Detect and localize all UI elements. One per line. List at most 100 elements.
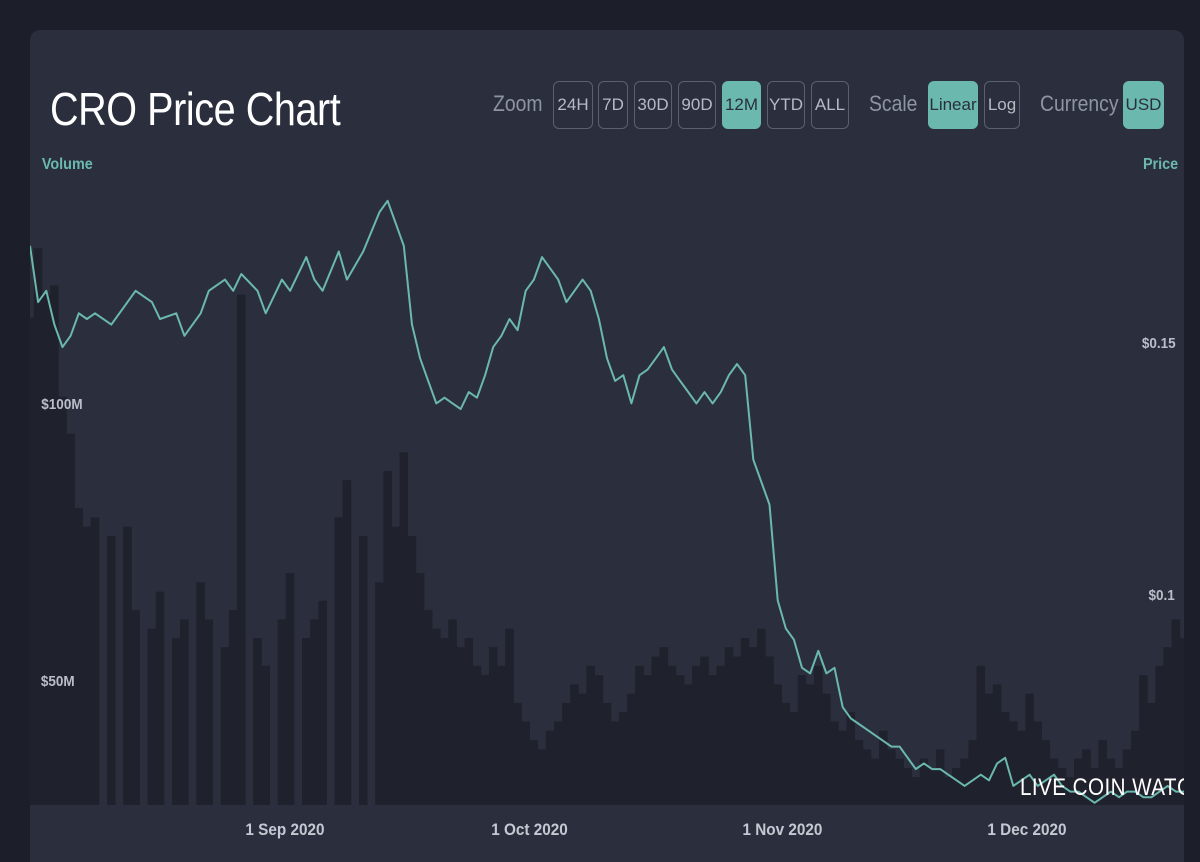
volume-bar xyxy=(497,665,506,805)
zoom-button-12m[interactable]: 12M xyxy=(722,81,761,129)
volume-bar xyxy=(318,600,327,805)
volume-bar xyxy=(41,294,51,805)
volume-bar xyxy=(513,702,522,805)
volume-bar xyxy=(407,535,417,805)
volume-bar xyxy=(415,573,425,805)
volume-bar xyxy=(90,517,100,805)
volume-bar xyxy=(716,665,726,805)
volume-bar xyxy=(204,619,214,805)
volume-bar xyxy=(789,712,799,805)
volume-bar xyxy=(1114,767,1124,805)
volume-bar xyxy=(732,656,742,805)
volume-bar xyxy=(391,526,400,805)
volume-bar xyxy=(432,628,441,805)
zoom-button-24h[interactable]: 24H xyxy=(553,81,593,129)
volume-bar xyxy=(805,684,815,805)
chart-title: CRO Price Chart xyxy=(50,83,341,135)
volume-tick-50m: $50M xyxy=(40,673,75,690)
volume-bar xyxy=(667,665,677,805)
volume-bar xyxy=(952,767,961,805)
price-line xyxy=(30,199,1184,804)
volume-bar xyxy=(1130,730,1140,805)
currency-button-usd[interactable]: USD xyxy=(1123,81,1164,129)
volume-bar xyxy=(578,693,587,805)
volume-bar xyxy=(1025,693,1034,805)
volume-bar xyxy=(261,665,270,805)
volume-bar xyxy=(692,665,701,805)
volume-bar xyxy=(1049,758,1059,805)
volume-bar xyxy=(1009,721,1018,805)
volume-bar xyxy=(383,470,392,805)
volume-bar xyxy=(935,749,945,805)
scale-button-log[interactable]: Log xyxy=(984,81,1020,129)
volume-bar xyxy=(342,480,352,805)
volume-bar xyxy=(984,693,994,805)
volume-bar xyxy=(724,647,734,805)
volume-bar xyxy=(440,638,449,805)
volume-bar xyxy=(480,675,490,805)
volume-bar xyxy=(537,749,547,805)
volume-bar xyxy=(1155,665,1164,805)
x-tick-dec: 1 Dec 2020 xyxy=(987,820,1067,839)
volume-bar xyxy=(521,721,530,805)
volume-bar xyxy=(1106,758,1116,805)
volume-bar xyxy=(684,684,693,805)
volume-bar xyxy=(675,675,685,805)
volume-bar xyxy=(228,610,238,805)
scale-label: Scale xyxy=(869,91,918,116)
volume-bar xyxy=(545,730,555,805)
volume-bar xyxy=(765,656,774,805)
volume-bar xyxy=(180,619,189,805)
x-tick-oct: 1 Oct 2020 xyxy=(491,820,568,839)
volume-bar xyxy=(1090,767,1099,805)
volume-bar xyxy=(643,675,652,805)
zoom-button-30d[interactable]: 30D xyxy=(634,81,672,129)
volume-tick-100m: $100M xyxy=(41,396,83,413)
volume-bar xyxy=(659,647,669,805)
volume-bar xyxy=(992,684,1002,805)
volume-bar xyxy=(887,749,896,805)
volume-bar xyxy=(1147,702,1156,805)
volume-bar xyxy=(131,610,140,805)
volume-bar xyxy=(797,675,807,805)
chart-controls: Zoom 24H 7D 30D 90D 12M YTD ALL Scale Li… xyxy=(30,81,1184,129)
volume-bar xyxy=(399,452,409,805)
zoom-button-7d[interactable]: 7D xyxy=(598,81,628,129)
volume-bars xyxy=(30,248,1184,805)
currency-label: Currency xyxy=(1040,91,1119,116)
volume-bar xyxy=(1163,647,1172,805)
volume-bar xyxy=(618,712,628,805)
volume-bar xyxy=(472,665,482,805)
volume-bar xyxy=(749,647,758,805)
volume-bar xyxy=(1017,730,1026,805)
volume-bar xyxy=(1122,749,1132,805)
zoom-button-all[interactable]: ALL xyxy=(811,81,849,129)
chart-panel: CRO Price Chart Zoom 24H 7D 30D 90D 12M … xyxy=(30,30,1184,862)
scale-button-linear[interactable]: Linear xyxy=(928,81,978,129)
volume-bar xyxy=(879,730,888,805)
volume-bar xyxy=(302,638,311,805)
x-axis xyxy=(30,805,1184,862)
volume-bar xyxy=(627,693,636,805)
volume-bar xyxy=(456,647,465,805)
volume-bar xyxy=(586,665,595,805)
volume-bar xyxy=(870,758,880,805)
volume-bar xyxy=(903,767,912,805)
volume-axis-title: Volume xyxy=(41,156,93,173)
volume-bar xyxy=(505,628,514,805)
volume-bar xyxy=(773,684,782,805)
volume-bar xyxy=(602,702,612,805)
volume-bar xyxy=(814,665,823,805)
zoom-button-90d[interactable]: 90D xyxy=(678,81,716,129)
volume-bar xyxy=(838,730,847,805)
volume-bar xyxy=(1033,721,1042,805)
zoom-button-ytd[interactable]: YTD xyxy=(767,81,805,129)
volume-bar xyxy=(846,712,856,805)
volume-bar xyxy=(570,684,579,805)
volume-bar xyxy=(74,508,83,805)
volume-bar xyxy=(253,638,262,805)
volume-bar xyxy=(740,638,750,805)
live-coin-watch-logo: LIVE COIN WATCH xyxy=(1020,774,1184,801)
volume-bar xyxy=(635,665,644,805)
volume-bar xyxy=(285,573,295,805)
